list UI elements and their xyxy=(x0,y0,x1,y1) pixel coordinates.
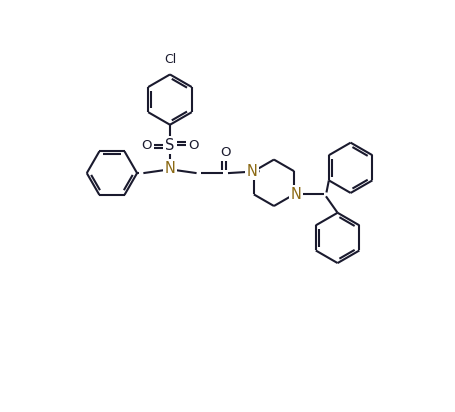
Text: N: N xyxy=(246,164,257,179)
Text: N: N xyxy=(164,161,175,176)
Text: O: O xyxy=(141,138,152,152)
Text: O: O xyxy=(220,146,230,159)
Text: Cl: Cl xyxy=(163,53,176,66)
Text: S: S xyxy=(165,138,174,152)
Text: N: N xyxy=(290,187,301,202)
Text: O: O xyxy=(187,138,198,152)
